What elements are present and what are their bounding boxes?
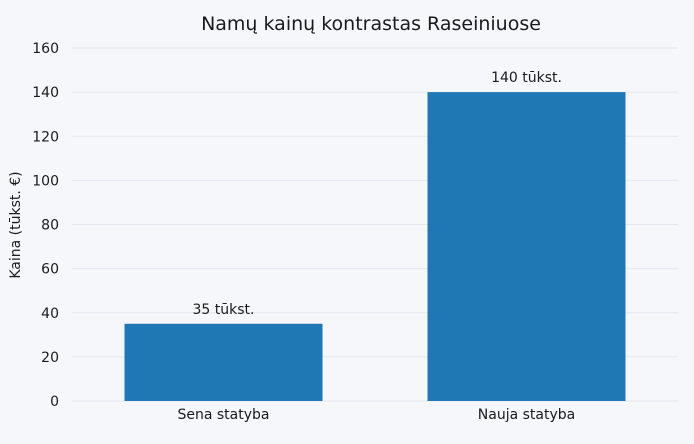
bar [124, 323, 323, 401]
y-tick-label: 120 [32, 129, 59, 145]
data-label: 35 tūkst. [193, 302, 255, 318]
x-axis-ticks: Sena statyba Nauja statyba [177, 407, 575, 423]
chart-title: Namų kainų kontrastas Raseiniuose [201, 13, 541, 35]
bar [427, 92, 626, 401]
bars [124, 92, 626, 401]
y-tick-label: 80 [41, 218, 59, 234]
x-tick-label: Sena statyba [177, 407, 269, 423]
y-tick-label: 140 [32, 85, 59, 101]
y-tick-label: 0 [50, 394, 59, 410]
x-tick-label: Nauja statyba [478, 407, 575, 423]
y-tick-label: 20 [41, 350, 59, 366]
data-label: 140 tūkst. [491, 70, 562, 86]
y-axis-ticks: 0 20 40 60 80 100 120 140 160 [32, 41, 59, 410]
y-tick-label: 100 [32, 173, 59, 189]
y-axis-label: Kaina (tūkst. €) [8, 171, 24, 278]
y-tick-label: 40 [41, 306, 59, 322]
y-tick-label: 160 [32, 41, 59, 57]
y-tick-label: 60 [41, 262, 59, 278]
data-labels: 35 tūkst. 140 tūkst. [193, 70, 562, 318]
